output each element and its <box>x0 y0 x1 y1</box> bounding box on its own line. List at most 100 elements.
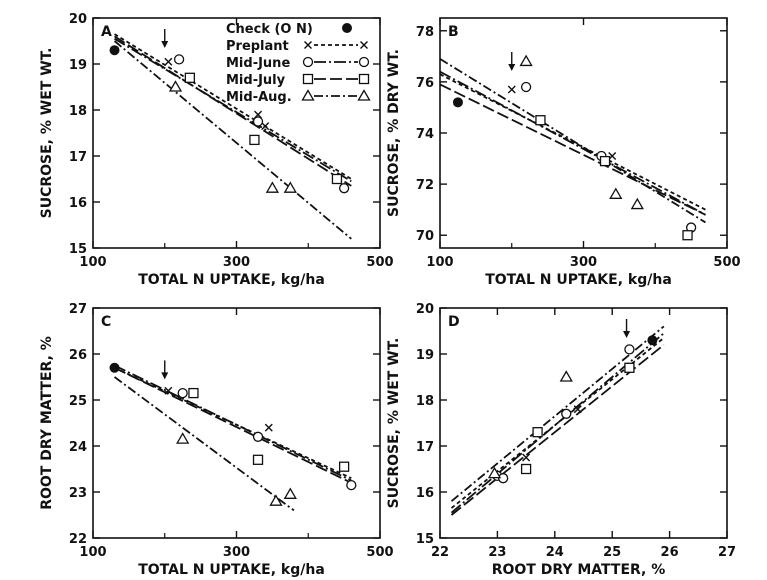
point-midaug <box>269 494 283 506</box>
point-midaug <box>519 54 533 67</box>
y-axis-title: SUCROSE, % WET WT. <box>386 338 402 509</box>
point-preplant <box>264 423 273 432</box>
x-tick-label: 300 <box>570 255 597 270</box>
x-tick-label: 500 <box>366 255 393 270</box>
arrow-marker <box>161 360 169 380</box>
plot-frame <box>439 17 728 249</box>
point-midaug <box>265 181 280 193</box>
x-tick-label: 500 <box>366 545 393 560</box>
x-tick-label: 23 <box>488 545 506 560</box>
legend-marker-end <box>360 41 368 49</box>
point-midjune <box>346 479 357 491</box>
legend: Check (O N) Preplant Mid-June Mid-July Mid-A… <box>226 22 371 105</box>
y-axis-title: SUCROSE, % DRY WT. <box>386 49 402 217</box>
point-midjuly <box>535 115 546 126</box>
regression-line-midaug <box>450 325 665 502</box>
panel-letter: A <box>101 24 112 40</box>
regression-line-preplant <box>114 33 352 180</box>
arrow-marker <box>623 319 631 338</box>
x-tick-label: 25 <box>603 545 621 560</box>
x-tick-label: 22 <box>431 545 449 560</box>
legend-label: Preplant <box>226 39 289 54</box>
regression-line-midaug <box>113 40 352 240</box>
y-tick-label: 17 <box>69 150 87 165</box>
y-tick-label: 22 <box>69 532 87 547</box>
point-midaug <box>283 487 297 499</box>
regression-line-midaug <box>439 58 706 224</box>
point-midjune <box>561 408 572 419</box>
panel-c: 100 300 500 22 23 24 25 26 27 TOTAL N UPTAKE, kg/… <box>39 302 394 578</box>
point-preplant <box>507 85 516 94</box>
point-midjune <box>173 54 185 65</box>
y-tick-label: 27 <box>69 302 87 317</box>
regression-line-midjune <box>114 364 352 482</box>
point-preplant <box>164 386 173 395</box>
legend-label: Mid-June <box>226 56 290 71</box>
point-midaug <box>176 432 190 444</box>
regression-line-midjuly <box>114 366 352 484</box>
check-point <box>109 362 120 373</box>
y-tick-label: 72 <box>416 178 434 193</box>
y-tick-label: 20 <box>416 302 434 317</box>
point-midjune <box>520 81 532 93</box>
y-tick-label: 16 <box>69 196 87 211</box>
y-tick-label: 15 <box>69 242 87 257</box>
point-midaug <box>630 197 644 210</box>
x-axis-title: TOTAL N UPTAKE, kg/ha <box>138 272 325 288</box>
y-tick-label: 24 <box>69 440 87 455</box>
legend-label: Mid-Aug. <box>226 90 292 105</box>
legend-check-marker <box>342 23 352 33</box>
point-midjuly <box>188 387 199 399</box>
x-tick-label: 24 <box>546 545 564 560</box>
legend-marker-start <box>302 73 314 85</box>
point-midjune <box>177 387 188 399</box>
point-midjuly <box>184 72 196 83</box>
point-midjune <box>338 183 350 194</box>
x-tick-label: 300 <box>223 545 250 560</box>
point-midaug <box>559 370 573 382</box>
check-point <box>647 335 658 346</box>
y-tick-label: 70 <box>416 229 434 244</box>
x-tick-label: 500 <box>713 255 740 270</box>
plot-frame <box>439 307 728 539</box>
point-midjune <box>252 116 264 127</box>
y-tick-label: 19 <box>69 58 87 73</box>
y-tick-label: 76 <box>416 76 434 91</box>
y-tick-label: 74 <box>416 127 434 142</box>
x-tick-label: 100 <box>426 255 453 270</box>
legend-marker-start <box>302 56 314 68</box>
x-tick-label: 26 <box>661 545 679 560</box>
legend-check-label: Check (O N) <box>226 22 313 37</box>
point-midjuly <box>331 173 343 185</box>
regression-line-midjune <box>439 70 706 216</box>
regression-line-preplant <box>439 73 706 211</box>
y-tick-label: 18 <box>416 394 434 409</box>
regression-line-midaug <box>113 376 295 512</box>
point-midjuly <box>338 461 350 472</box>
x-tick-label: 100 <box>79 255 106 270</box>
legend-marker-start <box>304 41 312 49</box>
arrow-marker <box>161 29 169 48</box>
point-midjuly <box>599 155 611 167</box>
point-preplant <box>261 122 270 131</box>
y-tick-label: 78 <box>416 25 434 40</box>
check-point <box>452 97 463 108</box>
panel-b: 100 300 500 70 72 74 76 78 TOTAL N UPTAKE, kg/ha… <box>386 17 741 288</box>
check-point <box>109 45 120 56</box>
regression-line-midjuly <box>450 344 665 516</box>
point-midjuly <box>520 463 532 475</box>
y-tick-label: 18 <box>69 104 87 119</box>
plot-frame <box>92 307 381 539</box>
point-preplant <box>573 405 582 414</box>
x-tick-label: 100 <box>79 545 106 560</box>
y-axis-title: ROOT DRY MATTER, % <box>39 336 55 510</box>
point-midjuly <box>682 230 693 241</box>
point-midjuly <box>249 134 260 146</box>
point-midjuly <box>532 427 543 438</box>
point-midaug <box>283 181 297 193</box>
regression-line-midjune <box>114 37 352 183</box>
x-axis-title: TOTAL N UPTAKE, kg/ha <box>485 272 672 288</box>
legend-marker-start <box>301 89 315 101</box>
y-tick-label: 25 <box>69 394 87 409</box>
